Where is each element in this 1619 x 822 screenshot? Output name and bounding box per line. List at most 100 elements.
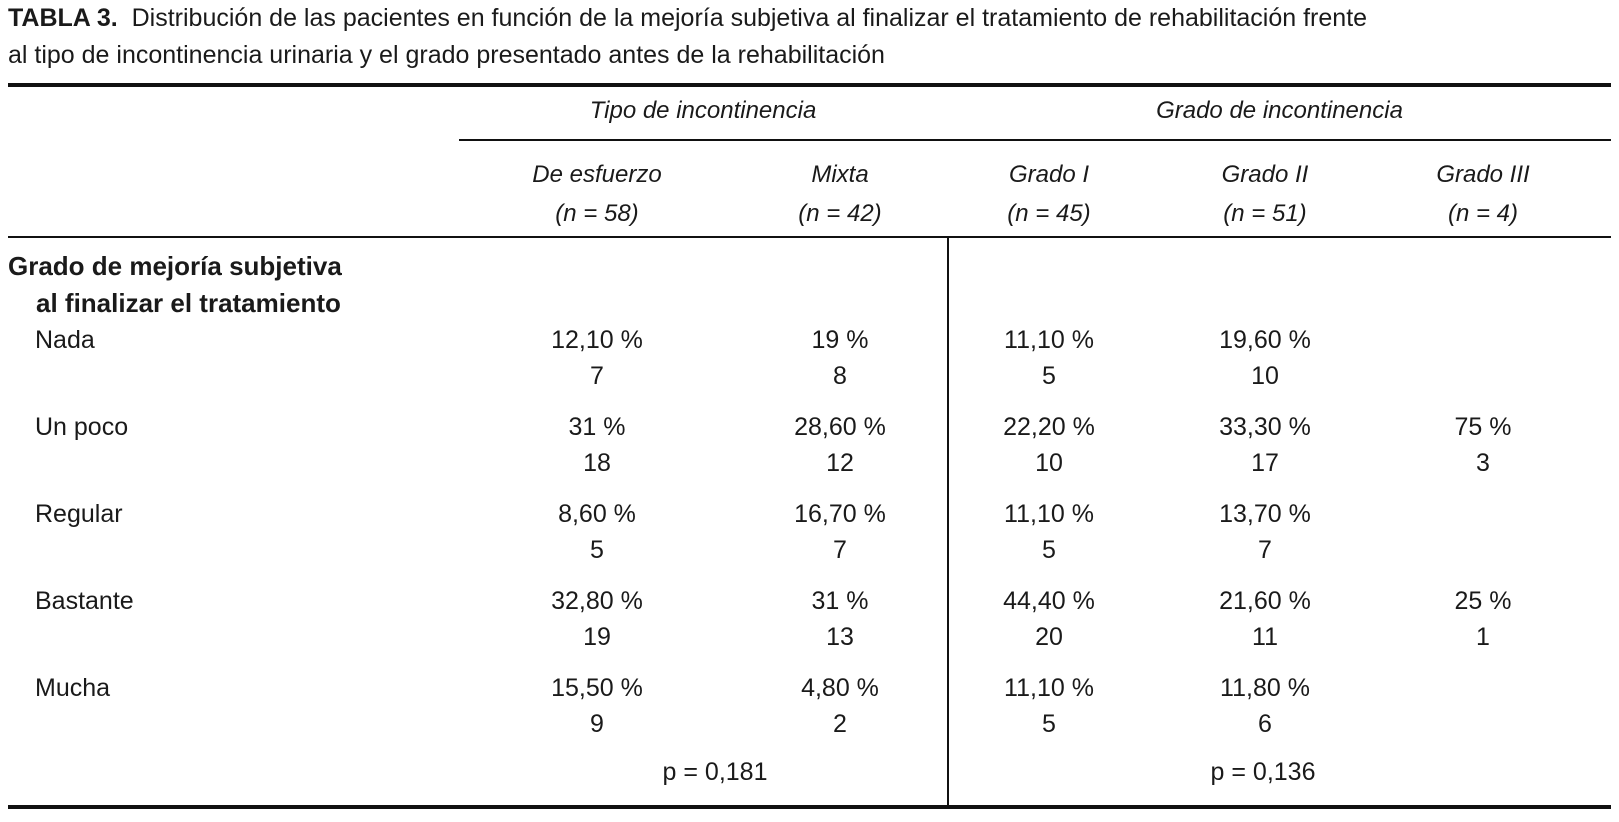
column-header-grado-3: Grado III (n = 4): [1383, 155, 1583, 233]
table-cell: 75 % 3: [1383, 409, 1583, 481]
cell-percent: 4,80 %: [801, 674, 879, 702]
cell-count: 7: [1258, 536, 1272, 564]
cell-percent: 22,20 %: [1003, 413, 1095, 441]
cell-percent: 11,80 %: [1220, 674, 1310, 702]
cell-count: 9: [590, 710, 604, 738]
table-cell: 32,80 % 19: [497, 583, 697, 655]
cell-count: 6: [1258, 710, 1272, 738]
table-cell: 33,30 % 17: [1165, 409, 1365, 481]
cell-percent: 33,30 %: [1219, 413, 1311, 441]
group-header-tipo: Tipo de incontinencia: [589, 97, 817, 124]
cell-count: 20: [1035, 623, 1063, 651]
cell-count: 12: [826, 449, 854, 477]
caption-label: TABLA 3.: [8, 4, 118, 32]
cell-percent: 19,60 %: [1219, 326, 1311, 354]
table-cell: 15,50 % 9: [497, 670, 697, 742]
cell-count: 3: [1476, 449, 1490, 477]
cell-percent: 75 %: [1454, 413, 1512, 441]
cell-count: 5: [1042, 536, 1056, 564]
top-rule: [8, 83, 1611, 87]
table-cell: 44,40 % 20: [949, 583, 1149, 655]
section-heading-line-2: al finalizar el tratamiento: [36, 288, 341, 318]
column-name: Grado II: [1221, 161, 1309, 188]
cell-count: 8: [833, 362, 847, 390]
cell-percent: 44,40 %: [1003, 587, 1095, 615]
cell-percent: 8,60 %: [558, 500, 636, 528]
cell-percent: 15,50 %: [551, 674, 643, 702]
p-value-grado: p = 0,136: [1210, 758, 1316, 786]
column-header-grado-2: Grado II (n = 51): [1165, 155, 1365, 233]
caption-text-1: Distribución de las pacientes en función…: [131, 4, 1368, 32]
cell-count: 18: [583, 449, 611, 477]
table-cell: 11,80 % 6: [1165, 670, 1365, 742]
cell-count: 13: [826, 623, 854, 651]
column-name: De esfuerzo: [532, 161, 662, 188]
caption-line-1: TABLA 3. Distribución de las pacientes e…: [8, 0, 1608, 37]
column-name: Grado I: [1008, 161, 1090, 188]
column-n: (n = 42): [798, 200, 882, 227]
cell-percent: 28,60 %: [794, 413, 886, 441]
column-n: (n = 58): [555, 200, 639, 227]
column-header-esfuerzo: De esfuerzo (n = 58): [497, 155, 697, 233]
column-n: (n = 45): [1007, 200, 1091, 227]
table-cell: 31 % 13: [740, 583, 940, 655]
cell-percent: 11,10 %: [1004, 326, 1094, 354]
table-cell: 11,10 % 5: [949, 322, 1149, 394]
table-cell: 22,20 % 10: [949, 409, 1149, 481]
cell-count: 5: [590, 536, 604, 564]
cell-percent: 31 %: [568, 413, 626, 441]
section-heading-line-1: Grado de mejoría subjetiva: [8, 251, 342, 281]
row-label-mucha: Mucha: [35, 674, 111, 702]
table-cell: 8,60 % 5: [497, 496, 697, 568]
row-label-nada: Nada: [35, 326, 95, 354]
column-n: (n = 51): [1223, 200, 1307, 227]
cell-count: 7: [590, 362, 604, 390]
cell-count: 2: [833, 710, 847, 738]
caption-text-2: al tipo de incontinencia urinaria y el g…: [8, 41, 885, 69]
cell-percent: 31 %: [811, 587, 869, 615]
row-label-bastante: Bastante: [35, 587, 134, 615]
table-caption: TABLA 3. Distribución de las pacientes e…: [8, 0, 1608, 74]
table-cell: 4,80 % 2: [740, 670, 940, 742]
cell-percent: 11,10 %: [1004, 674, 1094, 702]
table-cell: 11,10 % 5: [949, 670, 1149, 742]
bottom-rule: [8, 805, 1611, 809]
cell-count: 10: [1035, 449, 1063, 477]
cell-percent: 11,10 %: [1004, 500, 1094, 528]
table-cell: 28,60 % 12: [740, 409, 940, 481]
table-cell: 19,60 % 10: [1165, 322, 1365, 394]
cell-count: 5: [1042, 710, 1056, 738]
table-cell: 12,10 % 7: [497, 322, 697, 394]
column-header-mixta: Mixta (n = 42): [740, 155, 940, 233]
cell-percent: 21,60 %: [1219, 587, 1311, 615]
group-divider: [947, 237, 949, 805]
column-name: Mixta: [811, 161, 869, 188]
cell-percent: 32,80 %: [551, 587, 643, 615]
cell-count: 5: [1042, 362, 1056, 390]
table-cell: 11,10 % 5: [949, 496, 1149, 568]
table-cell: 16,70 % 7: [740, 496, 940, 568]
cell-percent: 25 %: [1454, 587, 1512, 615]
table-cell: 13,70 % 7: [1165, 496, 1365, 568]
group-header-grado: Grado de incontinencia: [1156, 97, 1403, 124]
column-name: Grado III: [1436, 161, 1530, 188]
cell-percent: 13,70 %: [1219, 500, 1311, 528]
table-cell: 25 % 1: [1383, 583, 1583, 655]
cell-count: 7: [833, 536, 847, 564]
row-label-un-poco: Un poco: [35, 413, 129, 441]
header-rule: [8, 236, 1611, 238]
p-value-tipo: p = 0,181: [662, 758, 768, 786]
cell-count: 17: [1251, 449, 1279, 477]
table-cell: 19 % 8: [740, 322, 940, 394]
cell-count: 19: [583, 623, 611, 651]
column-n: (n = 4): [1447, 200, 1519, 227]
row-label-regular: Regular: [35, 500, 123, 528]
table-cell: 31 % 18: [497, 409, 697, 481]
section-heading: Grado de mejoría subjetiva al finalizar …: [8, 248, 342, 322]
group-rule: [459, 139, 1611, 141]
cell-percent: 19 %: [811, 326, 869, 354]
cell-percent: 12,10 %: [551, 326, 643, 354]
column-header-grado-1: Grado I (n = 45): [949, 155, 1149, 233]
cell-count: 11: [1252, 623, 1278, 651]
cell-count: 10: [1251, 362, 1279, 390]
